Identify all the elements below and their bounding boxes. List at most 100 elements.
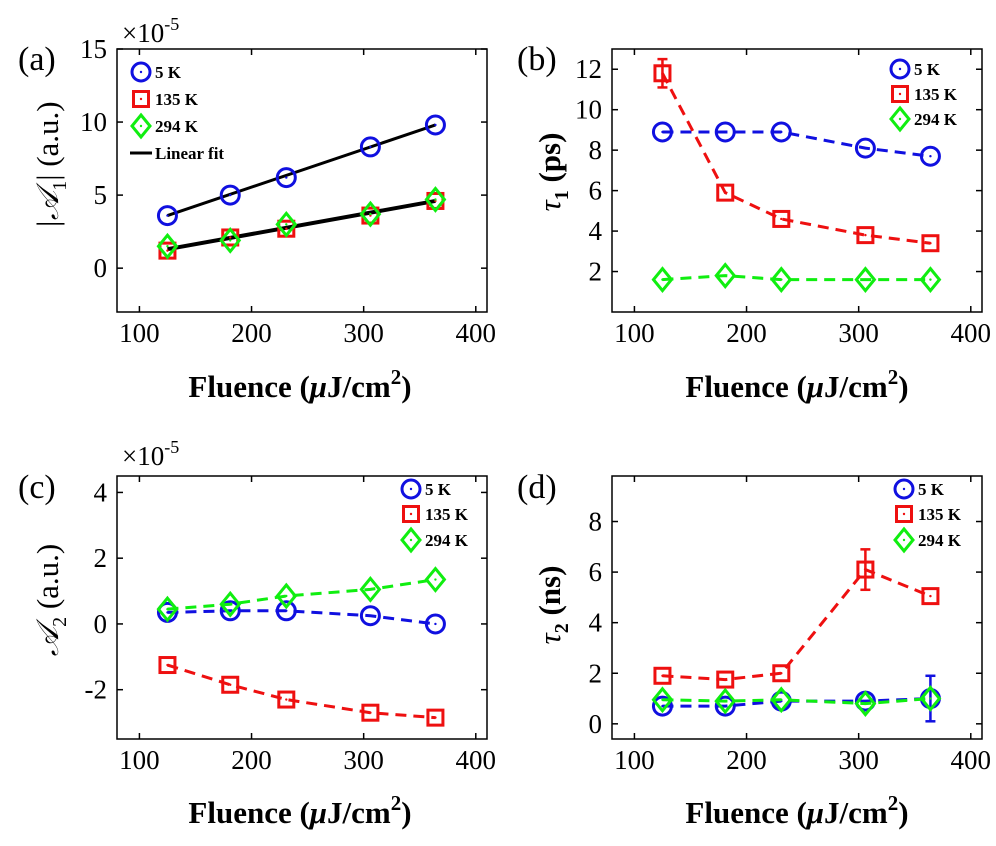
data-point-5k-center: [369, 145, 372, 149]
data-point-5k-center: [166, 611, 169, 614]
legend-marker: [130, 112, 152, 140]
series-line-294k: [662, 274, 931, 282]
legend-marker-5k: [893, 478, 915, 500]
data-point-294k-center: [285, 594, 288, 598]
y-tick-label: 0: [94, 609, 108, 639]
panel-a-legend: 5 K 135 K 294 K Linear fit: [130, 61, 224, 163]
legend-marker-294k: [889, 105, 911, 133]
legend-marker-294k: [400, 526, 422, 554]
panel-c-plot: 100 200 300 400 -2 0 2 4: [85, 475, 496, 775]
legend-135k-label: 135 K: [918, 505, 962, 524]
data-point-294k-center: [434, 198, 437, 201]
legend-marker-294k-center: [902, 538, 906, 542]
data-point-5k-center: [864, 699, 867, 703]
legend-marker-5k: [130, 61, 152, 83]
data-point-135k: [856, 560, 875, 579]
data-point-294k: [919, 685, 942, 712]
data-point-5k: [424, 114, 446, 136]
panel-c-legend: 5 K 135 K 294 K: [400, 478, 469, 554]
data-point-294k: [424, 186, 447, 213]
y-tick-label: 4: [589, 608, 603, 638]
data-point-135k-center: [780, 672, 783, 675]
data-point-294k: [854, 266, 877, 293]
data-point-294k-center: [864, 702, 867, 705]
data-point-135k-center: [434, 716, 437, 719]
x-tick-label: 100: [119, 318, 160, 348]
panel-b: (b) τ1 (ps) Fluence (μJ/cm2) 100 200 300 40…: [517, 41, 991, 404]
legend-marker-294k: [130, 112, 152, 140]
y-tick-label: 2: [94, 543, 108, 573]
series-line-294k: [662, 697, 931, 706]
data-point-5k-center: [434, 622, 437, 626]
legend-marker-294k-center: [139, 124, 143, 128]
legend-marker-294k-center: [409, 538, 413, 542]
panel-d-legend: 5 K 135 K 294 K: [893, 478, 962, 554]
data-point-135k: [653, 666, 672, 685]
y-tick-label: 2: [589, 257, 603, 287]
legend-marker: [400, 526, 422, 554]
data-point-294k-center: [369, 588, 372, 591]
data-point-294k: [359, 200, 382, 228]
series-line-5k: [167, 609, 436, 626]
series-line-5k: [662, 130, 931, 158]
legend-294k: 294 K: [889, 105, 958, 133]
legend-135k-label: 135 K: [914, 85, 958, 104]
legend-marker-135k: [895, 505, 913, 523]
data-point-135k-center: [864, 233, 867, 237]
data-point-135k: [277, 690, 296, 709]
y-tick-label: 5: [94, 180, 108, 210]
data-point-5k: [651, 121, 673, 143]
panel-c-ylabel: 𝒜2 (a.u.): [30, 544, 71, 656]
legend-marker-5k-center: [139, 70, 143, 74]
svg-text:τ2 (ns): τ2 (ns): [532, 566, 573, 645]
linear-fit-line: [166, 123, 436, 217]
x-tick-label: 300: [343, 745, 384, 775]
data-point-135k-center: [166, 663, 169, 667]
data-point-135k-center: [864, 568, 867, 571]
data-point-135k-center: [369, 711, 372, 714]
x-tick-label: 400: [951, 745, 992, 775]
x-tick-label: 200: [726, 318, 767, 348]
legend-marker-5k-center: [409, 487, 413, 491]
data-point-5k: [714, 695, 736, 717]
panel-a-xlabel: Fluence (μJ/cm2): [188, 365, 411, 404]
panel-b-xlabel: Fluence (μJ/cm2): [685, 365, 908, 404]
legend-5k-label: 5 K: [918, 480, 945, 499]
legend-marker: [402, 505, 420, 523]
legend-marker-135k-center: [902, 512, 906, 516]
y-tick-label: 6: [589, 557, 603, 587]
svg-text:τ1 (ps): τ1 (ps): [532, 133, 573, 212]
legend-135k: 135 K: [132, 90, 199, 109]
series-line-5k: [662, 697, 931, 708]
legend-5k: 5 K: [400, 478, 452, 500]
panel-b-legend: 5 K 135 K 294 K: [889, 58, 958, 133]
series-line-135k: [167, 663, 436, 720]
data-point-135k-center: [285, 227, 288, 230]
legend-294k-label: 294 K: [155, 117, 199, 136]
data-point-5k: [770, 121, 792, 143]
legend-marker: [130, 61, 152, 83]
data-point-5k-center: [229, 609, 232, 612]
data-point-5k: [854, 137, 876, 159]
legend-135k-label: 135 K: [425, 505, 469, 524]
data-point-294k: [714, 262, 737, 289]
panel-c-label: (c): [18, 469, 56, 506]
legend-marker: [889, 58, 911, 80]
data-point-5k: [919, 145, 941, 167]
data-point-135k-center: [724, 678, 727, 681]
data-point-5k-center: [661, 130, 664, 134]
panel-b-plot: 100 200 300 400 2 4 6 8 10 12: [575, 48, 992, 348]
x-tick-label: 300: [838, 745, 879, 775]
data-point-5k-center: [369, 614, 372, 617]
y-tick-label: 2: [589, 658, 603, 688]
data-point-5k-center: [166, 214, 169, 217]
panel-a-plot: 100 200 300 400 0 5 10 15: [80, 34, 496, 348]
data-point-135k-center: [285, 698, 288, 701]
legend-294k-label: 294 K: [425, 531, 469, 550]
panel-a-multiplier: ×10-5: [122, 14, 179, 48]
legend-marker: [895, 505, 913, 523]
data-point-294k: [651, 266, 674, 293]
data-point-294k-center: [780, 698, 783, 702]
x-tick-label: 400: [951, 318, 992, 348]
y-tick-label: 4: [94, 477, 108, 507]
